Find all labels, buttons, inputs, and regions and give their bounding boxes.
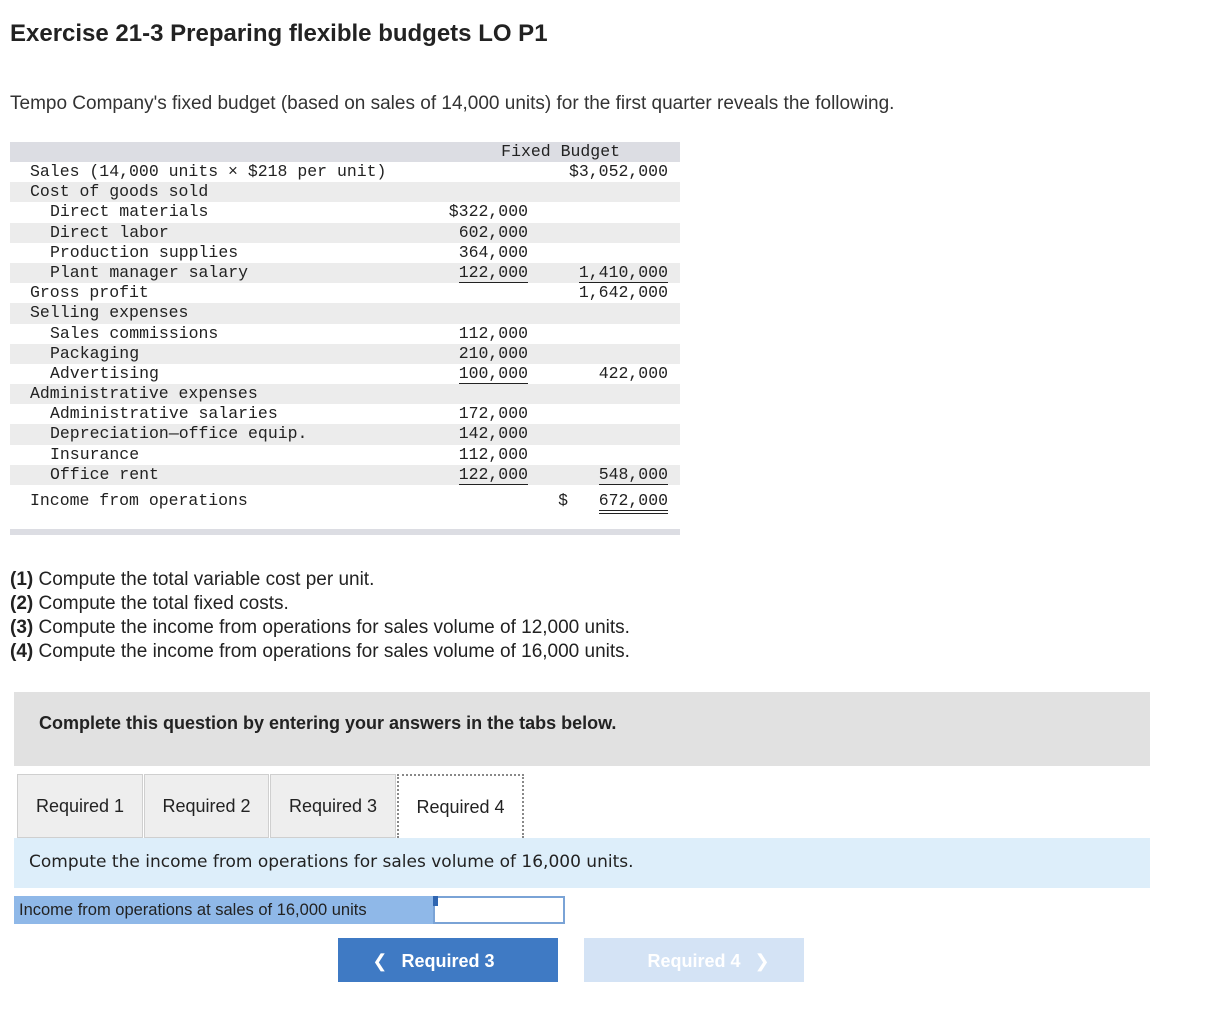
budget-amount: 364,000 [458, 242, 528, 262]
fixed-budget-table: Fixed Budget Sales (14,000 units × $218 … [10, 142, 680, 535]
question-list: (1) Compute the total variable cost per … [10, 568, 630, 664]
budget-total: 548,000 [598, 464, 668, 485]
input-marker [433, 896, 438, 906]
budget-row: Production supplies 364,000 [10, 243, 680, 263]
fixed-budget-header: Fixed Budget [501, 142, 620, 161]
question-item: (2) Compute the total fixed costs. [10, 593, 289, 614]
budget-amount: 122,000 [458, 262, 528, 283]
budget-row: Insurance 112,000 [10, 445, 680, 465]
instruction-panel: Compute the income from operations for s… [14, 838, 1150, 888]
complete-prompt: Complete this question by entering your … [39, 713, 617, 733]
chevron-left-icon: ❮ [372, 951, 388, 971]
budget-total: 1,410,000 [578, 262, 668, 283]
budget-row: Office rent 122,000 548,000 [10, 464, 680, 485]
budget-row: Plant manager salary 122,000 1,410,000 [10, 262, 680, 284]
page-title: Exercise 21-3 Preparing flexible budgets… [10, 20, 548, 47]
budget-row-label: Cost of goods sold [30, 182, 209, 202]
budget-row: Sales commissions 112,000 [10, 324, 680, 344]
budget-amount: 172,000 [458, 404, 528, 424]
prev-required-button[interactable]: ❮Required 3❮ [338, 938, 558, 982]
budget-row-label: Sales (14,000 units × $218 per unit) [30, 162, 387, 181]
budget-row-label: Selling expenses [30, 303, 189, 323]
budget-row-label: Sales commissions [50, 323, 219, 343]
question-item: (3) Compute the income from operations f… [10, 617, 630, 638]
budget-total: 422,000 [598, 363, 668, 383]
budget-row-label: Direct materials [50, 202, 209, 222]
budget-row-label: Advertising [50, 363, 159, 383]
budget-row: Direct materials $322,000 [10, 202, 680, 222]
budget-total: 1,642,000 [578, 283, 668, 303]
budget-row: Direct labor 602,000 [10, 222, 680, 243]
tab-required-4[interactable]: Required 4 [397, 774, 524, 838]
budget-row: Administrative expenses [10, 384, 680, 405]
chevron-right-icon: ❯ [754, 951, 770, 971]
budget-header-row: Fixed Budget [10, 142, 680, 162]
income-dollar: $ [558, 491, 568, 510]
budget-row-label: Production supplies [50, 242, 239, 262]
budget-row-label: Direct labor [50, 222, 169, 242]
budget-row: Depreciation—office equip. 142,000 [10, 424, 680, 445]
tab-required-1[interactable]: Required 1 [17, 774, 143, 838]
budget-row-label: Office rent [50, 464, 159, 484]
budget-row: Selling expenses [10, 303, 680, 324]
budget-row-label: Plant manager salary [50, 262, 249, 282]
budget-row-label: Insurance [50, 444, 140, 464]
complete-banner: Complete this question by entering your … [14, 692, 1150, 766]
budget-row: Advertising 100,000 422,000 [10, 363, 680, 384]
budget-row: Administrative salaries 172,000 [10, 404, 680, 424]
budget-amount: 142,000 [458, 424, 528, 444]
budget-amount: 602,000 [458, 222, 528, 242]
budget-total: $3,052,000 [568, 162, 668, 181]
budget-row: Packaging 210,000 [10, 343, 680, 364]
question-item: (1) Compute the total variable cost per … [10, 569, 375, 590]
budget-rows: Sales (14,000 units × $218 per unit) $3,0… [10, 162, 680, 485]
budget-amount: 210,000 [458, 343, 528, 363]
budget-amount: 112,000 [458, 323, 528, 343]
budget-row: Gross profit 1,642,000 [10, 283, 680, 303]
next-required-button[interactable]: ❯Required 4❯ [584, 938, 804, 982]
budget-amount: 100,000 [458, 363, 528, 384]
income-label: Income from operations [30, 491, 248, 510]
question-item: (4) Compute the income from operations f… [10, 641, 630, 662]
income-value: 672,000 [598, 491, 668, 514]
budget-row-label: Depreciation—office equip. [50, 424, 308, 444]
budget-row: Cost of goods sold [10, 182, 680, 203]
budget-row: Sales (14,000 units × $218 per unit) $3,0… [10, 162, 680, 182]
budget-amount: 122,000 [458, 464, 528, 485]
answer-label: Income from operations at sales of 16,00… [14, 896, 433, 924]
table-bottom-bar [10, 529, 680, 535]
budget-row-label: Administrative salaries [50, 404, 278, 424]
income-16000-input[interactable] [433, 896, 565, 924]
intro-text: Tempo Company's fixed budget (based on s… [10, 93, 895, 114]
tab-required-2[interactable]: Required 2 [144, 774, 269, 838]
instruction-text: Compute the income from operations for s… [29, 852, 634, 872]
budget-row-label: Gross profit [30, 283, 149, 303]
budget-row-label: Administrative expenses [30, 384, 258, 404]
tab-required-3[interactable]: Required 3 [270, 774, 396, 838]
income-row: Income from operations $ 672,000 [10, 487, 680, 515]
budget-amount: $322,000 [448, 202, 528, 222]
budget-amount: 112,000 [458, 444, 528, 464]
budget-row-label: Packaging [50, 343, 140, 363]
